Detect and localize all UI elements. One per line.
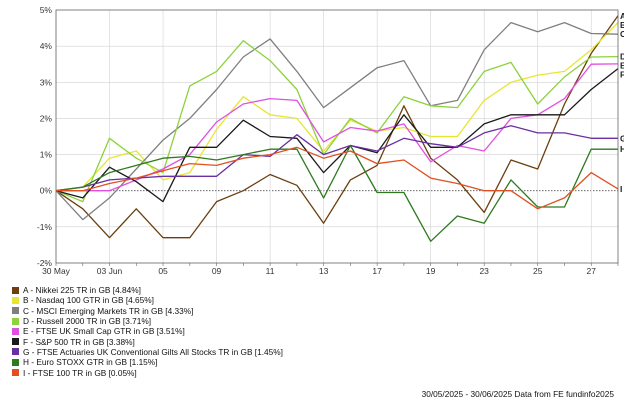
series-end-label-e: E xyxy=(620,61,624,71)
series-line-i xyxy=(56,146,619,210)
end-label-layer: ABC DEF GH I xyxy=(620,11,624,194)
plot-frame xyxy=(55,9,619,264)
legend: A - Nikkei 225 TR in GB [4.84%] B - Nasda… xyxy=(12,285,283,378)
y-tick-label: 0% xyxy=(40,186,53,196)
legend-label: B - Nasdaq 100 GTR in GB [4.65%] xyxy=(23,295,154,306)
series-line-g xyxy=(55,125,618,192)
legend-swatch xyxy=(12,358,19,366)
legend-label: E - FTSE UK Small Cap GTR in GB [3.51%] xyxy=(23,326,185,337)
legend-item-b: B - Nasdaq 100 GTR in GB [4.65%] xyxy=(12,295,283,305)
legend-label: D - Russell 2000 TR in GB [3.71%] xyxy=(23,316,152,327)
series-layer xyxy=(55,15,619,242)
legend-item-c: C - MSCI Emerging Markets TR in GB [4.33… xyxy=(12,306,283,316)
legend-label: A - Nikkei 225 TR in GB [4.84%] xyxy=(23,285,141,296)
y-tick-label: 2% xyxy=(40,113,53,123)
series-end-label-c: C xyxy=(620,29,624,39)
legend-item-e: E - FTSE UK Small Cap GTR in GB [3.51%] xyxy=(12,326,283,336)
x-tick-label: 03 Jun xyxy=(97,266,123,276)
legend-item-g: G - FTSE Actuaries UK Conventional Gilts… xyxy=(12,347,283,357)
y-tick-label: -1% xyxy=(37,222,53,232)
series-end-label-a: A xyxy=(620,11,624,21)
legend-swatch xyxy=(12,317,19,325)
legend-item-a: A - Nikkei 225 TR in GB [4.84%] xyxy=(12,285,283,295)
x-tick-label: 19 xyxy=(426,266,436,276)
legend-swatch xyxy=(12,348,19,356)
x-tick-label: 30 May xyxy=(42,266,71,276)
legend-swatch xyxy=(12,296,19,304)
legend-swatch xyxy=(12,307,19,315)
footer-source: 30/05/2025 - 30/06/2025 Data from FE fun… xyxy=(421,389,614,399)
series-line-f xyxy=(55,68,619,203)
legend-label: G - FTSE Actuaries UK Conventional Gilts… xyxy=(23,346,283,357)
series-end-label-f: F xyxy=(620,70,624,80)
series-end-label-i: I xyxy=(620,184,622,194)
tick-layer: -2% -1% 0% 1% 2% 3% 4% 5% 30 May 03 Jun 05 09 11 13 17… xyxy=(37,5,619,276)
legend-swatch xyxy=(12,286,19,294)
x-tick-label: 27 xyxy=(587,266,597,276)
series-line-d xyxy=(55,40,619,203)
legend-label: C - MSCI Emerging Markets TR in GB [4.33… xyxy=(23,305,194,316)
legend-swatch xyxy=(12,338,19,346)
y-tick-label: -2% xyxy=(37,258,53,268)
legend-label: F - S&P 500 TR in GB [3.38%] xyxy=(23,336,135,347)
series-line-h xyxy=(55,144,618,242)
x-tick-label: 13 xyxy=(319,266,329,276)
x-tick-label: 17 xyxy=(372,266,382,276)
legend-swatch xyxy=(12,327,19,335)
x-tick-label: 05 xyxy=(158,266,168,276)
series-end-label-b: B xyxy=(620,20,624,30)
legend-label: H - Euro STOXX GTR in GB [1.15%] xyxy=(23,357,158,368)
legend-swatch xyxy=(12,369,19,377)
series-end-label-g: G xyxy=(620,133,624,143)
y-tick-label: 4% xyxy=(40,41,53,51)
x-tick-label: 11 xyxy=(266,266,275,276)
series-line-c xyxy=(55,21,619,221)
x-tick-label: 25 xyxy=(533,266,543,276)
legend-label: I - FTSE 100 TR in GB [0.05%] xyxy=(23,367,137,378)
legend-item-d: D - Russell 2000 TR in GB [3.71%] xyxy=(12,316,283,326)
y-tick-label: 3% xyxy=(40,77,53,87)
legend-item-i: I - FTSE 100 TR in GB [0.05%] xyxy=(12,367,283,378)
y-tick-label: 5% xyxy=(40,5,53,15)
x-tick-label: 23 xyxy=(479,266,489,276)
y-tick-label: 1% xyxy=(40,150,53,160)
legend-item-f: F - S&P 500 TR in GB [3.38%] xyxy=(12,336,283,347)
series-line-a xyxy=(55,15,619,239)
legend-item-h: H - Euro STOXX GTR in GB [1.15%] xyxy=(12,357,283,367)
x-tick-label: 09 xyxy=(212,266,222,276)
series-end-label-d: D xyxy=(620,52,624,62)
series-end-label-h: H xyxy=(620,144,624,154)
